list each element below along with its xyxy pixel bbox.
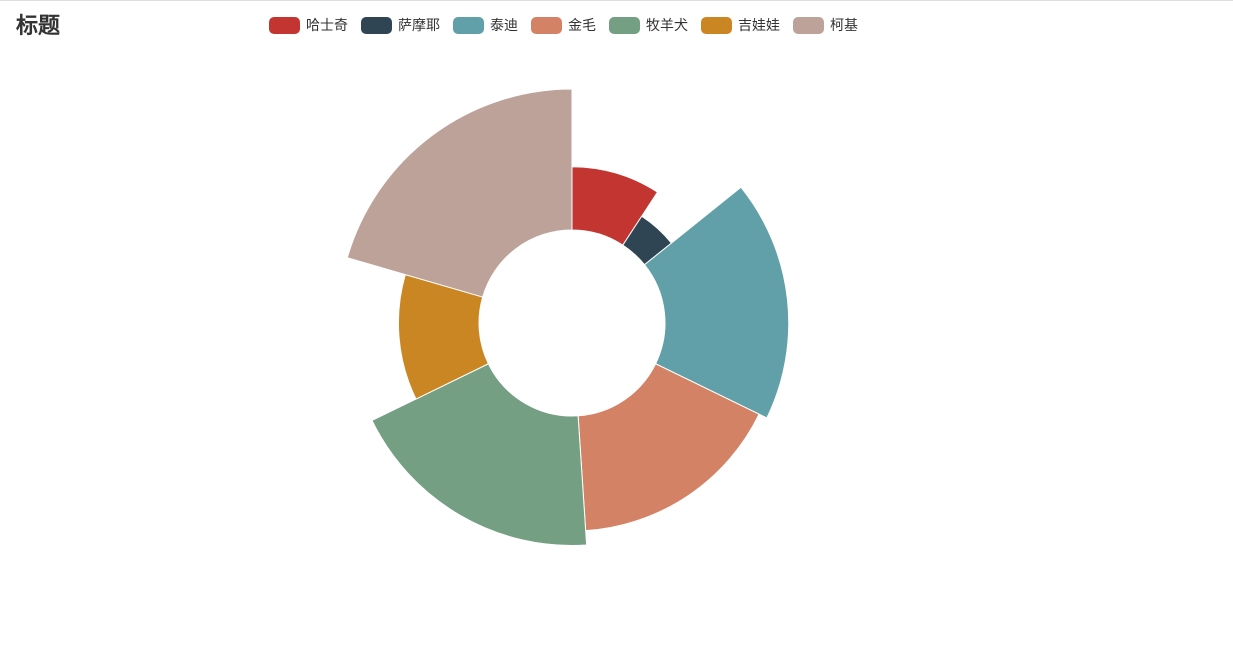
legend-swatch[interactable]: [609, 17, 640, 34]
legend-label[interactable]: 柯基: [830, 17, 858, 34]
chart-title: 标题: [16, 13, 61, 39]
rose-sector[interactable]: [577, 363, 760, 532]
rose-sector[interactable]: [346, 88, 573, 298]
legend-label[interactable]: 金毛: [568, 18, 596, 34]
legend-label[interactable]: 牧羊犬: [646, 18, 688, 34]
legend-swatch[interactable]: [269, 17, 300, 34]
rose-sector[interactable]: [571, 166, 659, 246]
legend-swatch[interactable]: [701, 17, 732, 34]
legend-label[interactable]: 泰迪: [490, 18, 518, 34]
legend-swatch[interactable]: [361, 17, 392, 34]
legend-swatch[interactable]: [531, 17, 562, 34]
legend-label[interactable]: 萨摩耶: [398, 17, 440, 34]
rose-sector[interactable]: [371, 363, 588, 546]
legend-swatch[interactable]: [793, 17, 824, 34]
legend-swatch[interactable]: [453, 17, 484, 34]
legend-label[interactable]: 哈士奇: [306, 17, 348, 34]
rose-sector[interactable]: [643, 186, 790, 419]
legend-label[interactable]: 吉娃娃: [738, 18, 780, 34]
